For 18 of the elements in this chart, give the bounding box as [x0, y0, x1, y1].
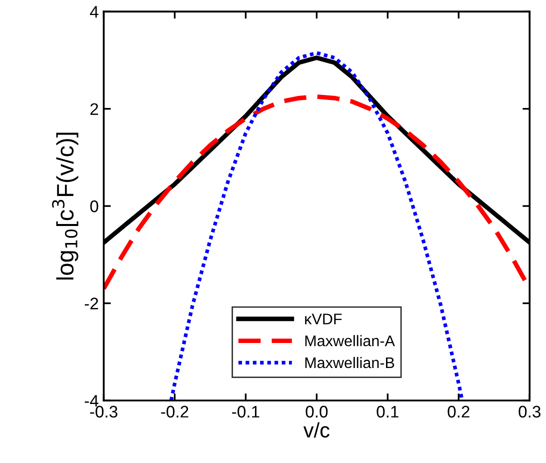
legend-label: Maxwellian-B [305, 356, 394, 368]
legend-label: κVDF [305, 314, 342, 324]
y-tick-label: 2 [90, 103, 98, 115]
y-tick-label: -2 [84, 298, 98, 310]
y-tick-label: -4 [84, 395, 98, 407]
line-series [169, 51, 464, 400]
x-tick-label: 0.1 [376, 406, 398, 418]
x-axis-title: v/c [303, 422, 330, 438]
x-tick-label: -0.2 [161, 406, 188, 418]
x-tick-label: 0.2 [448, 406, 470, 418]
x-tick-label: -0.3 [90, 406, 118, 418]
legend-label: Maxwellian-A [305, 335, 395, 346]
x-tick-label: 0.3 [518, 406, 540, 418]
y-axis-title: log$_{10}$[c$^{3}$F(v/c)] [52, 132, 78, 280]
y-tick-label: 4 [90, 6, 98, 18]
x-tick-label: 0.0 [306, 406, 328, 418]
x-tick-label: -0.1 [232, 406, 260, 418]
y-tick-label: 0 [90, 200, 98, 212]
